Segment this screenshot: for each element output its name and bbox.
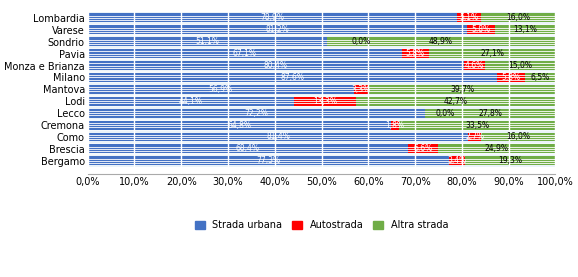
Bar xyxy=(88,85,354,94)
Bar xyxy=(88,61,464,70)
Bar xyxy=(525,73,555,82)
Bar xyxy=(407,144,439,153)
Text: 87,6%: 87,6% xyxy=(280,73,305,82)
Bar xyxy=(88,131,555,143)
Text: 1,8%: 1,8% xyxy=(386,120,405,130)
Text: 51,1%: 51,1% xyxy=(195,37,219,46)
Bar xyxy=(468,132,481,142)
Text: 81,2%: 81,2% xyxy=(266,25,290,34)
Bar xyxy=(88,132,468,142)
Bar xyxy=(429,49,555,58)
Bar xyxy=(88,60,555,71)
Text: 13,3%: 13,3% xyxy=(313,97,337,106)
Bar xyxy=(464,61,486,70)
Bar xyxy=(327,37,555,46)
Text: 16,0%: 16,0% xyxy=(506,13,530,22)
Bar xyxy=(369,85,555,94)
Bar xyxy=(425,109,555,118)
Text: 33,5%: 33,5% xyxy=(465,120,490,130)
Text: 15,0%: 15,0% xyxy=(509,61,532,70)
Bar xyxy=(88,144,407,153)
Text: 27,1%: 27,1% xyxy=(480,49,504,58)
Bar xyxy=(88,12,555,24)
Bar xyxy=(88,120,391,130)
Text: 0,0%: 0,0% xyxy=(351,37,370,46)
Text: 6,6%: 6,6% xyxy=(413,144,433,153)
Bar xyxy=(495,25,556,34)
Bar xyxy=(88,24,555,36)
Bar xyxy=(481,132,556,142)
Text: 64,8%: 64,8% xyxy=(227,120,251,130)
Text: 44,1%: 44,1% xyxy=(179,97,203,106)
Text: 16,0%: 16,0% xyxy=(506,132,531,142)
Bar xyxy=(439,144,555,153)
Bar xyxy=(354,85,369,94)
Bar xyxy=(399,120,556,130)
Text: 27,8%: 27,8% xyxy=(479,109,502,118)
Text: 6,5%: 6,5% xyxy=(530,73,550,82)
Bar xyxy=(356,97,556,106)
Bar xyxy=(88,25,468,34)
Text: 77,3%: 77,3% xyxy=(257,156,280,165)
Bar xyxy=(457,13,480,22)
Text: 5,8%: 5,8% xyxy=(472,25,491,34)
Bar xyxy=(88,37,327,46)
Text: 4,6%: 4,6% xyxy=(465,61,484,70)
Text: 5,1%: 5,1% xyxy=(459,13,478,22)
Bar xyxy=(498,73,525,82)
Text: 42,7%: 42,7% xyxy=(444,97,468,106)
Bar xyxy=(88,119,555,131)
Text: 68,4%: 68,4% xyxy=(236,144,260,153)
Bar xyxy=(465,156,555,165)
Text: 72,2%: 72,2% xyxy=(244,109,268,118)
Bar xyxy=(480,13,555,22)
Text: 0,0%: 0,0% xyxy=(435,109,454,118)
Text: 5,8%: 5,8% xyxy=(502,73,521,82)
Text: 13,1%: 13,1% xyxy=(513,25,537,34)
Bar xyxy=(402,49,429,58)
Text: 80,4%: 80,4% xyxy=(264,61,288,70)
Text: 67,1%: 67,1% xyxy=(232,49,257,58)
Bar xyxy=(88,143,555,155)
Bar xyxy=(88,95,555,107)
Text: 39,7%: 39,7% xyxy=(450,85,474,94)
Bar xyxy=(88,36,555,48)
Bar xyxy=(88,49,402,58)
Bar xyxy=(449,156,465,165)
Bar xyxy=(88,71,555,83)
Bar xyxy=(486,61,555,70)
Bar xyxy=(391,120,399,130)
Text: 48,9%: 48,9% xyxy=(429,37,453,46)
Bar xyxy=(88,73,498,82)
Bar xyxy=(88,97,294,106)
Text: 81,4%: 81,4% xyxy=(266,132,290,142)
Bar xyxy=(88,156,449,165)
Text: 3,4%: 3,4% xyxy=(447,156,467,165)
Text: 56,9%: 56,9% xyxy=(209,85,233,94)
Text: 24,9%: 24,9% xyxy=(485,144,509,153)
Bar xyxy=(468,25,495,34)
Bar xyxy=(88,13,457,22)
Text: 3,3%: 3,3% xyxy=(352,85,371,94)
Text: 2,7%: 2,7% xyxy=(465,132,484,142)
Text: 19,3%: 19,3% xyxy=(498,156,523,165)
Bar xyxy=(88,48,555,60)
Bar xyxy=(88,107,555,119)
Bar xyxy=(88,109,425,118)
Bar xyxy=(88,83,555,95)
Bar xyxy=(88,155,555,167)
Text: 5,8%: 5,8% xyxy=(406,49,425,58)
Text: 78,9%: 78,9% xyxy=(260,13,284,22)
Bar xyxy=(294,97,356,106)
Legend: Strada urbana, Autostrada, Altra strada: Strada urbana, Autostrada, Altra strada xyxy=(191,217,452,234)
